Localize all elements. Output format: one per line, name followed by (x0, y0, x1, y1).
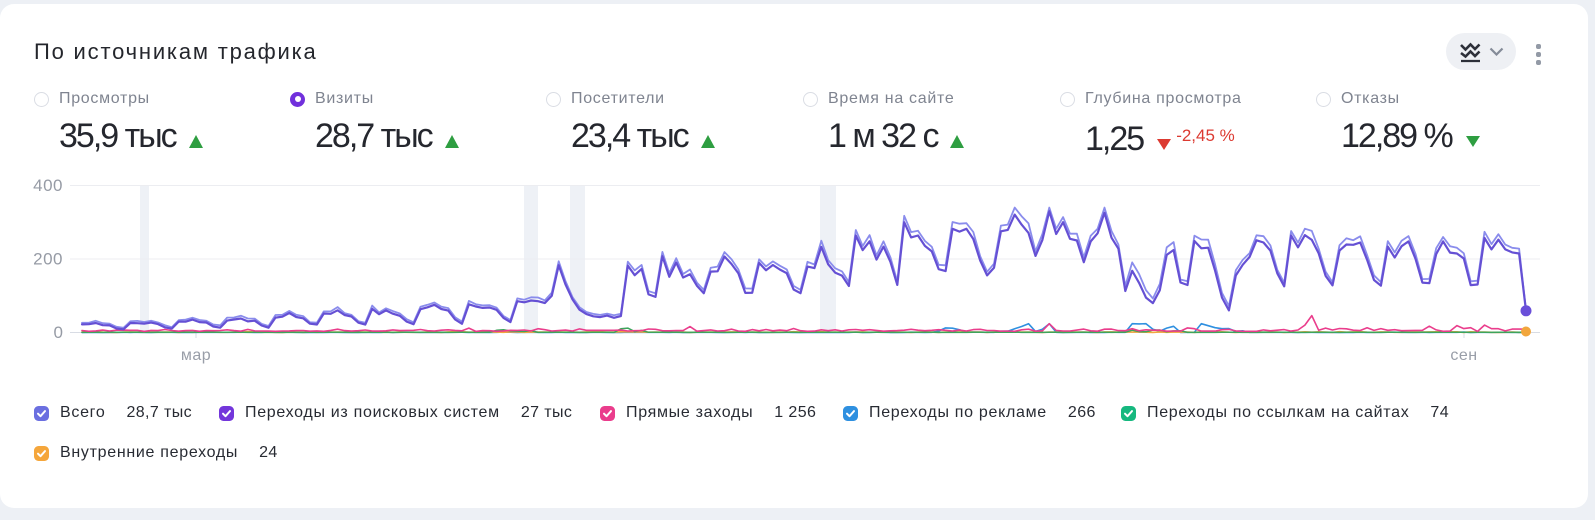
svg-text:сен: сен (1450, 347, 1477, 364)
svg-text:400: 400 (33, 176, 63, 195)
svg-text:0: 0 (54, 323, 63, 342)
svg-text:мар: мар (181, 347, 211, 364)
svg-text:200: 200 (33, 250, 63, 269)
